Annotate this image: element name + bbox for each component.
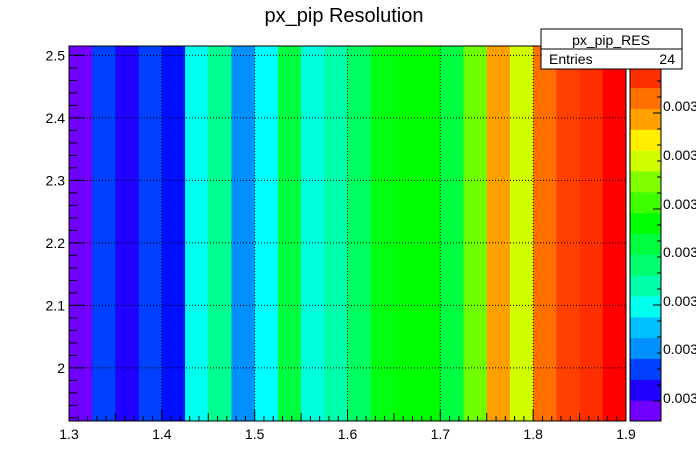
palette-swatch-13	[630, 129, 661, 151]
x-tick-label: 1.7	[431, 426, 451, 442]
palette-label: 0.003	[663, 244, 696, 260]
y-tick-label: 2	[57, 360, 65, 376]
heatmap-cell-3	[138, 46, 163, 421]
heatmap-cell-11	[324, 46, 348, 421]
palette-swatch-2	[630, 358, 661, 380]
heatmap-cell-23	[602, 46, 627, 421]
heatmap-cell-5	[185, 46, 209, 421]
heatmap-cell-18	[486, 46, 511, 421]
palette-label: 0.003	[663, 293, 696, 309]
palette-label: 0.003	[663, 147, 696, 163]
heatmap-cell-16	[440, 46, 465, 421]
palette-swatch-1	[630, 379, 661, 401]
heatmap-cell-1	[92, 46, 116, 421]
y-tick-label: 2.1	[46, 297, 66, 313]
color-palette: 0.003 0.003 0.003 0.003 0.003 0.003 0.003	[629, 45, 696, 422]
palette-label: 0.003	[663, 390, 696, 406]
palette-label: 0.003	[663, 341, 696, 357]
y-tick-label: 2.2	[46, 235, 66, 251]
heatmap-cell-2	[115, 46, 140, 421]
x-tick-label: 1.9	[616, 426, 636, 442]
grid-lines	[69, 46, 626, 421]
heatmap-cell-0	[69, 46, 93, 421]
x-axis: 1.3 1.4 1.5 1.6 1.7 1.8 1.9	[59, 410, 636, 442]
heatmap-cell-12	[347, 46, 372, 421]
x-tick-label: 1.6	[338, 426, 358, 442]
x-tick-label: 1.5	[245, 426, 265, 442]
heatmap-cell-9	[277, 46, 302, 421]
heatmap-cells	[69, 46, 627, 421]
palette-swatch-10	[630, 191, 661, 214]
palette-swatch-14	[630, 108, 661, 130]
heatmap-cell-21	[556, 46, 581, 421]
heatmap-cell-13	[370, 46, 395, 421]
heatmap-cell-14	[393, 46, 418, 421]
stats-entries-label: Entries	[549, 51, 593, 67]
heatmap-cell-17	[463, 46, 488, 421]
palette-swatch-16	[630, 66, 661, 89]
x-tick-label: 1.4	[152, 426, 172, 442]
x-tick-label: 1.8	[523, 426, 543, 442]
heatmap-cell-8	[254, 46, 279, 421]
heatmap-cell-22	[579, 46, 604, 421]
palette-swatch-8	[630, 233, 661, 255]
palette-swatch-4	[630, 316, 661, 339]
palette-swatch-7	[630, 254, 661, 276]
palette-label: 0.003	[663, 196, 696, 212]
palette-swatch-11	[630, 171, 661, 193]
y-tick-label: 2.4	[46, 110, 66, 126]
heatmap-cell-15	[417, 46, 441, 421]
palette-label: 0.003	[663, 98, 696, 114]
heatmap-cell-4	[161, 46, 186, 421]
palette-swatch-5	[630, 296, 661, 318]
heatmap-cell-20	[533, 46, 557, 421]
heatmap-cell-10	[301, 46, 325, 421]
palette-swatch-12	[630, 150, 661, 172]
palette-swatch-6	[630, 275, 661, 297]
y-tick-label: 2.5	[46, 47, 66, 63]
heatmap-cell-19	[509, 46, 534, 421]
palette-swatch-3	[630, 337, 661, 359]
heatmap-cell-7	[231, 46, 256, 421]
palette-swatch-15	[630, 87, 661, 109]
stats-box: px_pip_RES Entries 24	[540, 28, 683, 70]
heatmap-cell-6	[208, 46, 232, 421]
stats-entries-value: 24	[659, 51, 675, 67]
palette-swatch-9	[630, 212, 661, 234]
x-tick-label: 1.3	[59, 426, 79, 442]
stats-name: px_pip_RES	[572, 32, 650, 48]
palette-swatch-0	[630, 400, 661, 422]
chart-title: px_pip Resolution	[265, 5, 424, 27]
y-axis: 2 2.1 2.2 2.3 2.4 2.5	[46, 47, 85, 419]
y-tick-label: 2.3	[46, 172, 66, 188]
